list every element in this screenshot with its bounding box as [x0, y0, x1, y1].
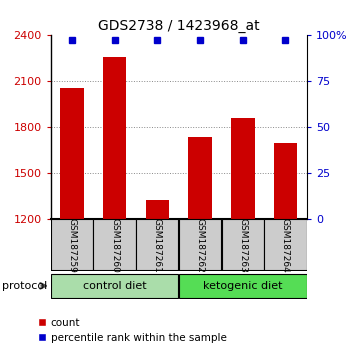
Bar — [136, 219, 178, 271]
Bar — [231, 118, 255, 219]
Bar — [179, 219, 221, 271]
Bar — [222, 219, 264, 271]
Bar — [274, 143, 297, 219]
Text: control diet: control diet — [83, 281, 147, 291]
Text: GSM187259: GSM187259 — [68, 218, 77, 273]
Legend: count, percentile rank within the sample: count, percentile rank within the sample — [34, 314, 231, 347]
Text: GSM187261: GSM187261 — [153, 218, 162, 273]
Bar — [60, 88, 84, 219]
Text: GSM187260: GSM187260 — [110, 218, 119, 273]
Text: ketogenic diet: ketogenic diet — [203, 281, 283, 291]
Bar — [51, 219, 93, 271]
Text: GSM187262: GSM187262 — [196, 218, 205, 273]
Bar — [103, 57, 126, 219]
Bar — [179, 274, 306, 298]
Title: GDS2738 / 1423968_at: GDS2738 / 1423968_at — [98, 19, 260, 33]
Text: GSM187264: GSM187264 — [281, 218, 290, 273]
Bar — [264, 219, 306, 271]
Bar — [145, 200, 169, 219]
Text: protocol: protocol — [2, 281, 47, 291]
Bar — [188, 137, 212, 219]
Bar — [51, 274, 178, 298]
Bar — [93, 219, 136, 271]
Text: GSM187263: GSM187263 — [238, 218, 247, 273]
